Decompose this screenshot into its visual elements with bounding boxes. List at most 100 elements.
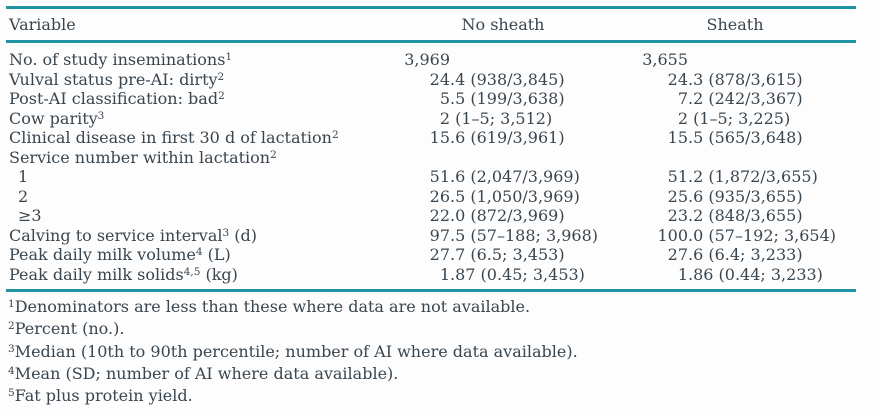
footnote-marker: 4,5 — [183, 265, 201, 278]
table-row: 2 26.5 (1,050/3,969) 25.6 (935/3,655) — [6, 187, 856, 207]
row-label-text: Vulval status pre-AI: dirty — [9, 69, 218, 89]
row-label-text: ≥3 — [18, 206, 42, 225]
footnote-marker: 1 — [8, 298, 15, 310]
footnote-marker: 2 — [270, 148, 277, 161]
cell-value-number: 2 — [439, 108, 450, 128]
table-row: Vulval status pre-AI: dirty2 24.4 (938/3,… — [6, 70, 856, 90]
footnote-marker: 2 — [218, 90, 225, 102]
column-header-no-sheath: No sheath — [461, 15, 545, 34]
row-label-text: Cow parity — [9, 108, 98, 128]
row-label-text: Peak daily milk solids — [9, 264, 184, 284]
row-label: 2 — [6, 187, 392, 207]
cell-value-detail: (1–5; 3,225) — [688, 108, 791, 128]
cell-value-number: 51 — [429, 167, 450, 186]
cell-sheath: 51.2 (1,872/3,655) — [614, 167, 856, 187]
row-label: Post-AI classification: bad2 — [6, 89, 392, 109]
cell-value-number: 7 — [677, 89, 688, 108]
footnote-marker: 4 — [8, 364, 15, 377]
table-row: Service number within lactation2 — [6, 148, 856, 168]
cell-value-detail: .3 (878/3,615) — [688, 69, 803, 89]
cell-value-number: 100 — [657, 225, 688, 245]
footnote: 2Percent (no.). — [6, 318, 870, 340]
footnote: 4Mean (SD; number of AI where data avail… — [6, 363, 870, 385]
table-row: Cow parity3 2 (1–5; 3,512) 2 (1–5; 3,225) — [6, 109, 856, 129]
cell-value-number: 15 — [667, 128, 688, 147]
footnote-text: Percent (no.). — [14, 319, 125, 339]
cell-value-number: 24 — [429, 69, 450, 89]
table-row: Calving to service interval3 (d) 97.5 (57… — [6, 226, 856, 246]
cell-sheath: 100.0 (57–192; 3,654) — [614, 226, 856, 246]
footnote-marker: 1 — [225, 51, 233, 63]
table-top-rule — [6, 6, 856, 9]
footnote-text: Median (10th to 90th percentile; number … — [14, 341, 578, 361]
table-bottom-rule — [6, 289, 856, 292]
row-label-unit: (d) — [229, 225, 257, 245]
cell-no-sheath: 22.0 (872/3,969) — [392, 206, 614, 226]
cell-no-sheath: 24.4 (938/3,845) — [392, 70, 614, 90]
cell-sheath — [614, 148, 856, 168]
cell-value-number: 27 — [429, 245, 450, 264]
cell-value-detail: .5 (57–188; 3,968) — [450, 225, 599, 245]
row-label-text: 1 — [18, 167, 29, 186]
footnote-text: Fat plus protein yield. — [14, 386, 193, 406]
table-row: No. of study inseminations1 3,969 3,655 — [6, 50, 856, 70]
table-header-rule — [6, 40, 856, 43]
cell-no-sheath: 97.5 (57–188; 3,968) — [392, 226, 614, 246]
cell-no-sheath: 1.87 (0.45; 3,453) — [392, 265, 614, 285]
cell-sheath: 24.3 (878/3,615) — [614, 70, 856, 90]
cell-no-sheath: 3,969 — [392, 50, 614, 70]
table-row: Clinical disease in first 30 d of lactat… — [6, 128, 856, 148]
cell-sheath: 2 (1–5; 3,225) — [614, 109, 856, 129]
row-label-text: Post-AI classification: bad — [9, 89, 219, 108]
table-footnotes: 1Denominators are less than these where … — [6, 296, 870, 407]
table-row: Post-AI classification: bad2 5.5 (199/3,6… — [6, 89, 856, 109]
row-label: Vulval status pre-AI: dirty2 — [6, 70, 392, 90]
row-label-unit: (kg) — [200, 264, 238, 284]
footnote: 1Denominators are less than these where … — [6, 296, 870, 318]
cell-value-detail: .5 (565/3,648) — [688, 128, 803, 147]
row-label-text: Service number within lactation — [9, 147, 271, 167]
cell-value-detail: .86 (0.44; 3,233) — [688, 264, 823, 284]
column-header-sheath: Sheath — [706, 15, 764, 34]
footnote-marker: 2 — [8, 320, 15, 333]
cell-value-number: 97 — [429, 225, 450, 245]
row-label: Cow parity3 — [6, 109, 392, 129]
row-label: Peak daily milk solids4,5 (kg) — [6, 265, 392, 285]
footnote-text: Denominators are less than these where d… — [14, 297, 531, 316]
footnote-marker: 4 — [195, 246, 203, 258]
cell-value-detail: .6 (619/3,961) — [450, 128, 565, 147]
row-label: 1 — [6, 167, 392, 187]
row-label-text: Peak daily milk volume — [9, 245, 196, 264]
cell-value-detail: .2 (1,872/3,655) — [688, 167, 818, 186]
footnote: 5Fat plus protein yield. — [6, 385, 870, 407]
cell-no-sheath: 27.7 (6.5; 3,453) — [392, 245, 614, 265]
cell-value-detail: .7 (6.5; 3,453) — [450, 245, 565, 264]
footnote-marker: 2 — [331, 129, 339, 141]
cell-value-number: 25 — [667, 186, 688, 206]
cell-value-number: 27 — [667, 245, 688, 264]
table-row: ≥3 22.0 (872/3,969) 23.2 (848/3,655) — [6, 206, 856, 226]
row-label-text: Clinical disease in first 30 d of lactat… — [9, 128, 332, 147]
column-header-variable: Variable — [9, 15, 76, 34]
cell-no-sheath: 5.5 (199/3,638) — [392, 89, 614, 109]
cell-value-number: 22 — [429, 206, 450, 225]
footnote-marker: 2 — [217, 70, 225, 83]
row-label-text: No. of study inseminations — [9, 50, 226, 69]
footnote-marker: 3 — [8, 342, 15, 355]
row-label-text: Calving to service interval — [9, 225, 223, 245]
cell-value-detail: .6 (6.4; 3,233) — [688, 245, 803, 264]
cell-value-number: 26 — [429, 186, 450, 206]
cell-sheath: 15.5 (565/3,648) — [614, 128, 856, 148]
cell-no-sheath: 26.5 (1,050/3,969) — [392, 187, 614, 207]
cell-value-number: 24 — [667, 69, 688, 89]
cell-value-detail: .6 (935/3,655) — [688, 186, 803, 206]
cell-value-number: 5 — [439, 89, 450, 108]
cell-sheath: 23.2 (848/3,655) — [614, 206, 856, 226]
table-header-row: Variable No sheath Sheath — [6, 9, 856, 40]
cell-value-detail: .87 (0.45; 3,453) — [450, 264, 585, 284]
cell-value-number: 3,969 — [404, 50, 450, 69]
cell-value-detail: .5 (1,050/3,969) — [450, 186, 580, 206]
footnote: 3Median (10th to 90th percentile; number… — [6, 341, 870, 363]
cell-value-detail: .6 (2,047/3,969) — [450, 167, 580, 186]
